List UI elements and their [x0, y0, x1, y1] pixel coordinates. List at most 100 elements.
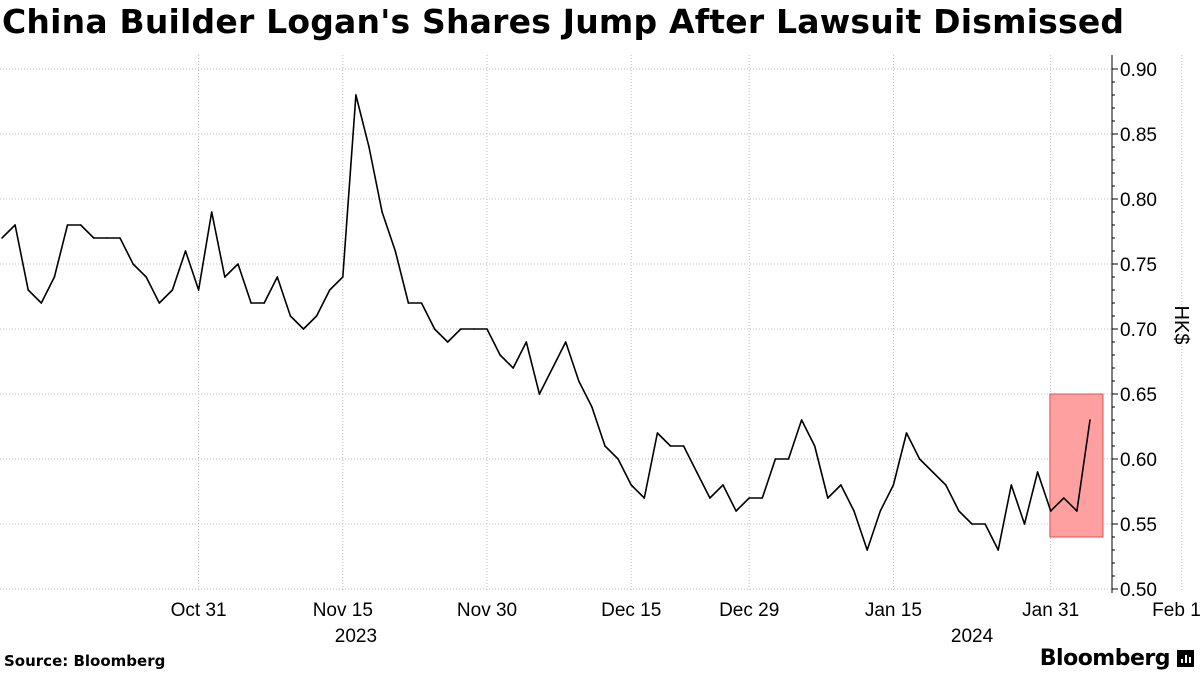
- data-point: [40, 302, 43, 304]
- source-note: Source: Bloomberg: [4, 652, 166, 670]
- data-point: [879, 510, 882, 512]
- data-point: [984, 523, 986, 525]
- data-point: [420, 302, 423, 304]
- data-point: [709, 497, 711, 499]
- y-tick-label: 0.85: [1120, 125, 1157, 146]
- data-point: [945, 484, 947, 486]
- data-point: [748, 497, 750, 499]
- data-point: [66, 224, 69, 226]
- data-point: [473, 328, 475, 330]
- data-point: [643, 497, 646, 499]
- x-year-label: 2023: [335, 626, 377, 647]
- data-point: [407, 302, 410, 304]
- y-tick-label: 0.90: [1120, 60, 1157, 81]
- data-point: [538, 393, 541, 395]
- data-point: [250, 302, 252, 304]
- x-tick-label: Jan 31: [1022, 600, 1079, 621]
- data-point: [958, 510, 960, 512]
- data-point: [853, 510, 855, 512]
- data-point: [433, 328, 436, 330]
- data-point: [263, 302, 265, 304]
- grid-layer: [0, 55, 1183, 591]
- data-point: [617, 458, 619, 460]
- y-axis-label: HK$: [1170, 306, 1192, 345]
- y-tick-label: 0.80: [1120, 190, 1157, 211]
- x-tick-label: Jan 15: [865, 600, 922, 621]
- x-tick-label: Nov 30: [457, 600, 517, 621]
- data-point: [1089, 419, 1091, 421]
- data-point: [119, 237, 121, 239]
- data-point: [355, 94, 357, 96]
- data-point: [525, 341, 528, 343]
- data-point: [1076, 510, 1078, 512]
- y-tick-label: 0.70: [1120, 320, 1157, 341]
- data-point: [577, 380, 580, 382]
- data-point: [1062, 497, 1065, 499]
- data-point: [79, 224, 82, 226]
- data-point: [866, 549, 868, 551]
- data-point: [827, 497, 829, 499]
- data-point: [604, 445, 606, 447]
- data-point: [682, 445, 685, 447]
- data-point: [368, 146, 370, 148]
- series-layer: [1, 94, 1091, 551]
- x-tick-label: Nov 15: [313, 600, 373, 621]
- chart-title: China Builder Logan's Shares Jump After …: [2, 2, 1125, 41]
- data-point: [1023, 523, 1026, 525]
- data-point: [197, 289, 200, 291]
- data-point: [92, 237, 95, 239]
- y-tick-label: 0.55: [1120, 515, 1157, 536]
- data-point: [171, 289, 174, 291]
- y-tick-label: 0.65: [1120, 385, 1157, 406]
- data-point: [656, 432, 659, 434]
- data-point: [722, 484, 724, 486]
- data-point: [1036, 471, 1039, 473]
- highlight-box: [1049, 393, 1104, 538]
- data-point: [564, 341, 567, 343]
- data-point: [328, 289, 331, 291]
- data-point: [1049, 510, 1052, 512]
- data-point: [512, 367, 515, 369]
- data-point: [813, 445, 816, 447]
- price-series-line: [1, 94, 1091, 551]
- data-point: [905, 432, 908, 434]
- data-point: [918, 458, 921, 460]
- data-point: [289, 315, 292, 317]
- data-point: [381, 211, 383, 213]
- x-tick-label: Feb 14: [1152, 600, 1200, 621]
- data-point: [106, 237, 108, 239]
- data-point: [145, 276, 147, 278]
- y-tick-label: 0.60: [1120, 450, 1157, 471]
- data-point: [787, 458, 790, 460]
- data-point: [184, 250, 187, 252]
- data-point: [237, 263, 239, 265]
- data-point: [315, 315, 318, 317]
- data-point: [997, 549, 1000, 551]
- data-point: [669, 445, 672, 447]
- x-tick-label: Oct 31: [171, 600, 227, 621]
- x-year-label: 2024: [951, 626, 994, 647]
- data-point: [1010, 484, 1013, 486]
- data-point: [158, 302, 161, 304]
- data-point: [276, 276, 279, 278]
- data-point: [302, 328, 305, 330]
- data-point: [774, 458, 777, 460]
- highlight-layer: [1049, 393, 1104, 538]
- data-point: [210, 211, 213, 213]
- data-point: [551, 367, 554, 369]
- data-point: [591, 406, 593, 408]
- data-point: [761, 497, 764, 499]
- data-point: [800, 419, 803, 421]
- data-point: [630, 484, 633, 486]
- data-point: [892, 484, 895, 486]
- data-point: [840, 484, 842, 486]
- data-point: [459, 328, 462, 330]
- bloomberg-bar-icon: [1177, 650, 1194, 667]
- data-point: [971, 523, 973, 525]
- x-tick-label: Dec 15: [601, 600, 661, 621]
- data-point: [446, 341, 449, 343]
- data-point: [132, 263, 134, 265]
- x-tick-label: Dec 29: [719, 600, 779, 621]
- data-point: [27, 289, 30, 291]
